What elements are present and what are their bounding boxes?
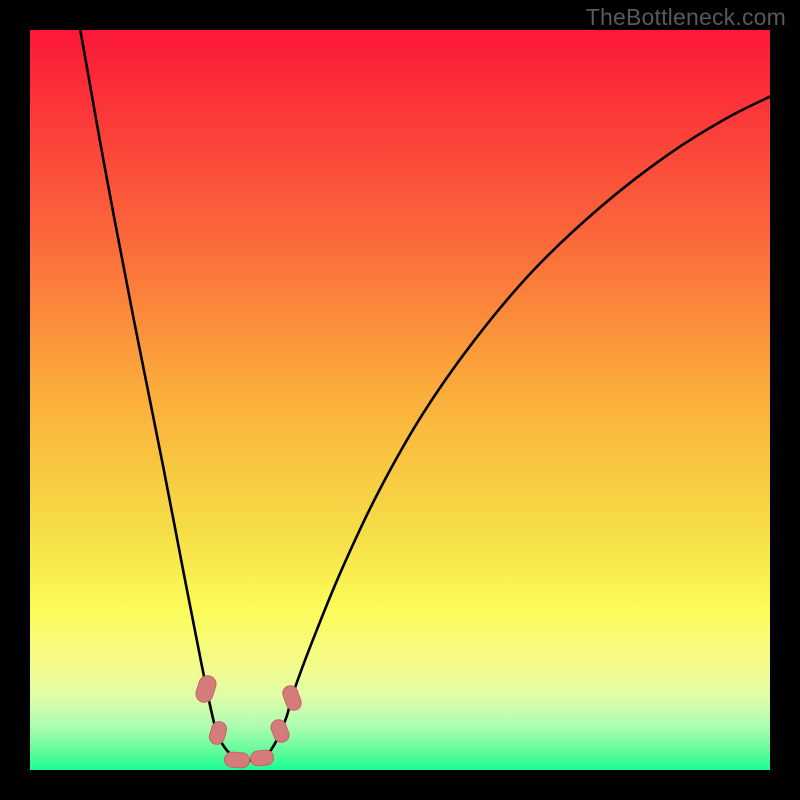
- curve-marker: [207, 719, 229, 746]
- curve-markers-group: [30, 30, 770, 770]
- curve-marker: [280, 683, 304, 713]
- curve-marker: [224, 751, 251, 769]
- watermark-text: TheBottleneck.com: [586, 4, 786, 31]
- plot-area: [30, 30, 770, 770]
- curve-marker: [268, 717, 292, 745]
- curve-marker: [193, 672, 219, 704]
- curve-marker: [250, 749, 276, 767]
